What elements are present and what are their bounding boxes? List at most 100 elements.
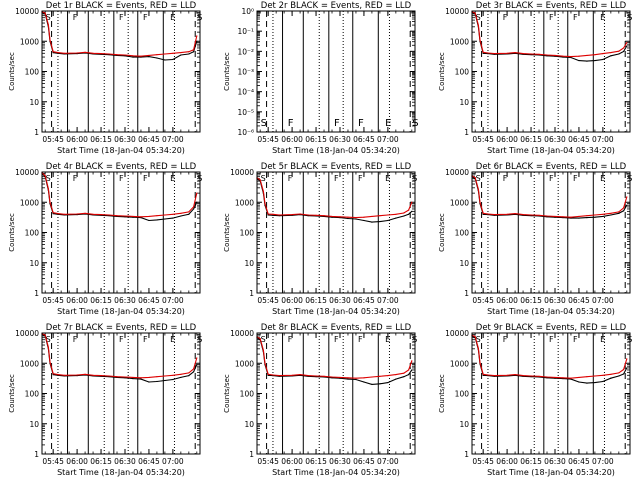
phase-annotation: F xyxy=(573,13,578,22)
data-point-events xyxy=(395,378,397,380)
chart-title: Det 5r BLACK = Events, RED = LLD xyxy=(261,162,412,172)
data-point-lld xyxy=(63,374,65,376)
x-tick-label: 06:15 xyxy=(90,457,112,466)
data-point-lld xyxy=(196,192,198,194)
data-point-lld xyxy=(522,375,524,377)
chart-title: Det 3r BLACK = Events, RED = LLD xyxy=(476,1,627,11)
y-tick-label: 1 xyxy=(464,289,469,298)
phase-annotation: E xyxy=(385,118,391,129)
data-point-events xyxy=(267,374,269,376)
phase-annotation: S xyxy=(476,174,481,183)
data-point-lld xyxy=(387,375,389,377)
data-point-lld xyxy=(586,215,588,217)
data-point-lld xyxy=(63,52,65,54)
data-point-lld xyxy=(44,334,46,336)
data-point-lld xyxy=(379,375,381,377)
data-point-lld xyxy=(477,347,479,349)
x-axis-label: Start Time (18-Jan-04 05:34:20) xyxy=(487,307,615,316)
data-point-lld xyxy=(132,376,134,379)
x-tick-label: 06:45 xyxy=(568,296,590,305)
data-point-lld xyxy=(148,54,150,57)
data-point-lld xyxy=(76,213,78,215)
x-tick-label: 06:15 xyxy=(90,135,112,144)
data-point-lld xyxy=(124,54,126,56)
x-tick-label: 05:45 xyxy=(42,457,64,466)
y-tick-label: 1000 xyxy=(450,198,469,207)
y-tick-label: 1000 xyxy=(450,359,469,368)
data-point-events xyxy=(193,208,195,210)
data-point-lld xyxy=(272,213,274,215)
y-axis-label: Counts/sec xyxy=(223,213,231,252)
data-point-lld xyxy=(602,53,604,55)
data-point-lld xyxy=(272,374,274,376)
data-point-lld xyxy=(479,201,481,203)
data-point-lld xyxy=(47,24,49,26)
phase-annotation: F xyxy=(549,174,554,183)
y-tick-label: 1 xyxy=(34,128,39,137)
data-point-lld xyxy=(506,374,508,376)
data-point-lld xyxy=(116,215,118,217)
data-point-lld xyxy=(196,35,198,37)
data-point-lld xyxy=(610,373,612,375)
data-point-lld xyxy=(180,373,182,375)
data-point-lld xyxy=(570,216,572,218)
data-point-lld xyxy=(331,376,333,378)
data-point-lld xyxy=(554,54,556,57)
data-point-lld xyxy=(172,374,174,376)
y-tick-label: 1000 xyxy=(20,198,39,207)
data-point-lld xyxy=(570,377,572,379)
y-axis-label: Counts/sec xyxy=(8,213,16,252)
data-point-lld xyxy=(172,52,174,54)
data-point-events xyxy=(482,213,484,215)
data-point-lld xyxy=(578,55,580,57)
y-tick-label: 1000 xyxy=(235,359,254,368)
data-point-lld xyxy=(193,368,195,370)
x-axis-label: Start Time (18-Jan-04 05:34:20) xyxy=(57,146,185,155)
y-tick-label: 1000 xyxy=(20,37,39,46)
x-tick-label: 06:45 xyxy=(353,135,375,144)
data-point-lld xyxy=(315,375,317,377)
y-tick-label: 10 xyxy=(244,259,254,268)
data-point-lld xyxy=(506,213,508,215)
data-point-lld xyxy=(188,211,190,213)
data-point-events xyxy=(180,376,182,379)
chart-title: Det 1r BLACK = Events, RED = LLD xyxy=(46,1,197,11)
data-point-events xyxy=(164,218,166,220)
x-tick-label: 06:45 xyxy=(568,135,590,144)
data-point-lld xyxy=(172,213,174,215)
data-point-lld xyxy=(100,375,102,377)
data-point-lld xyxy=(49,361,51,363)
y-tick-label: 10⁻⁴ xyxy=(237,88,254,97)
data-point-events xyxy=(140,56,142,58)
data-point-events xyxy=(156,57,158,59)
data-point-lld xyxy=(92,52,94,54)
y-tick-label: 1 xyxy=(249,450,254,459)
phase-annotation: F xyxy=(143,174,148,183)
data-point-lld xyxy=(570,56,572,58)
data-point-events xyxy=(156,219,158,221)
data-point-lld xyxy=(411,201,413,203)
data-point-lld xyxy=(371,376,373,378)
data-point-events xyxy=(482,52,484,54)
data-point-lld xyxy=(116,54,118,56)
y-tick-label: 10000 xyxy=(445,7,469,16)
data-point-events xyxy=(482,374,484,376)
data-point-lld xyxy=(355,377,357,379)
x-tick-label: 07:00 xyxy=(162,296,184,305)
data-point-lld xyxy=(108,375,110,377)
x-tick-label: 06:30 xyxy=(329,135,351,144)
data-point-events xyxy=(188,375,190,377)
data-point-lld xyxy=(355,217,357,219)
data-point-lld xyxy=(618,50,620,52)
data-point-lld xyxy=(140,377,142,379)
phase-annotation: F xyxy=(503,335,508,344)
data-point-lld xyxy=(148,215,150,218)
phase-annotation: F xyxy=(358,118,364,129)
x-tick-label: 05:45 xyxy=(42,296,64,305)
data-point-events xyxy=(578,381,580,383)
data-point-lld xyxy=(193,49,195,51)
data-point-lld xyxy=(57,213,59,215)
phase-annotation: F xyxy=(288,118,294,129)
data-point-lld xyxy=(482,373,484,375)
